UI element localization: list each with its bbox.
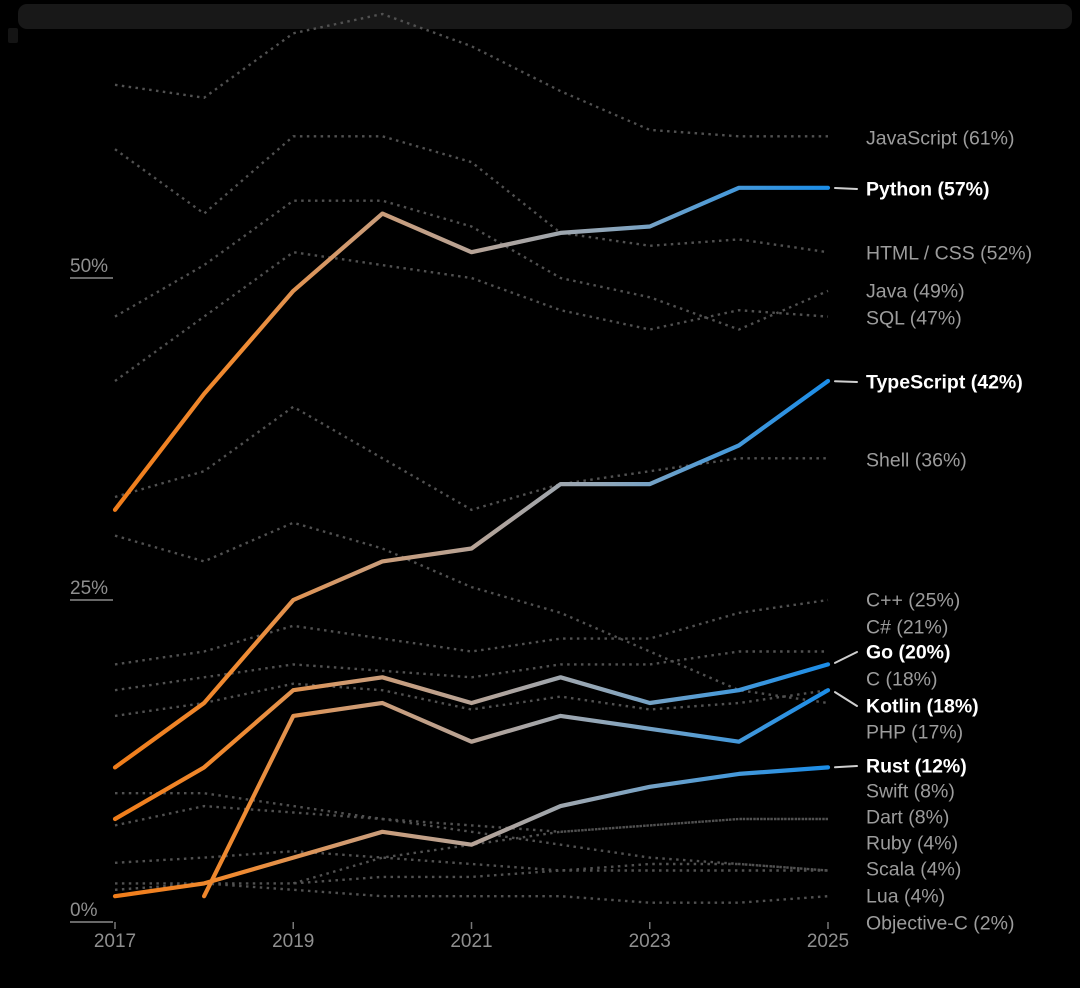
series-label-swift: Swift (8%): [866, 781, 955, 803]
y-axis-label-0: 0%: [70, 900, 98, 921]
x-axis-label-2021: 2021: [450, 931, 492, 952]
background-series-group: [114, 12, 829, 904]
series-label-dart: Dart (8%): [866, 807, 949, 829]
series-label-lua: Lua (4%): [866, 886, 945, 908]
series-label-javascript: JavaScript (61%): [866, 128, 1014, 150]
series-line-lua: [114, 862, 829, 891]
series-line-python: [112, 185, 831, 512]
series-label-typescript: TypeScript (42%): [866, 372, 1023, 394]
series-label-scala: Scala (4%): [866, 859, 961, 881]
x-axis-label-2017: 2017: [94, 931, 136, 952]
series-line-dart: [292, 817, 828, 885]
series-label-objective-c: Objective-C (2%): [866, 913, 1014, 935]
series-line-c: [114, 598, 829, 666]
series-label-ruby: Ruby (4%): [866, 833, 958, 855]
label-connector-go: [834, 651, 858, 664]
series-label-go: Go (20%): [866, 642, 951, 664]
x-axis-label-2023: 2023: [629, 931, 671, 952]
series-label-python: Python (57%): [866, 179, 990, 201]
series-line-kotlin: [202, 688, 831, 899]
series-label-c: C++ (25%): [866, 590, 960, 612]
series-line-objective-c: [115, 882, 829, 904]
series-label-shell: Shell (36%): [866, 450, 967, 472]
x-axis-label-2019: 2019: [272, 931, 314, 952]
series-line-rust: [112, 765, 831, 899]
series-label-kotlin: Kotlin (18%): [866, 696, 979, 718]
highlighted-series-group: [112, 185, 831, 899]
label-connector-kotlin: [834, 691, 858, 707]
series-line-shell: [114, 405, 828, 512]
series-label-html-css: HTML / CSS (52%): [866, 243, 1032, 265]
series-labels-group: JavaScript (61%) HTML / CSS (52%) Java (49…: [866, 128, 1032, 935]
series-label-rust: Rust (12%): [866, 756, 967, 778]
series-line-typescript: [112, 378, 831, 770]
window-edge-fragment: [8, 28, 18, 43]
series-line-sql: [114, 250, 829, 382]
series-line-ruby: [115, 792, 829, 872]
series-line-scala: [114, 849, 828, 872]
series-line-java: [114, 199, 829, 331]
axes-group: 0% 25% 50% 2017 2019 2021 2023 2025: [70, 256, 849, 952]
series-label-c: C (18%): [866, 669, 938, 691]
label-connectors-group: [834, 187, 858, 769]
series-label-php: PHP (17%): [866, 722, 963, 744]
label-connector-python: [834, 187, 858, 190]
series-line-c: [114, 682, 829, 718]
series-line-php: [114, 521, 829, 705]
y-axis-label-50: 50%: [70, 256, 108, 277]
x-axis-label-2025: 2025: [807, 931, 849, 952]
series-line-go: [112, 662, 831, 822]
series-label-java: Java (49%): [866, 281, 965, 303]
window-titlebar: [18, 4, 1072, 29]
series-line-swift: [114, 804, 828, 834]
series-label-sql: SQL (47%): [866, 308, 962, 330]
y-axis-label-25: 25%: [70, 578, 108, 599]
label-connector-typescript: [834, 380, 858, 383]
series-line-c: [114, 650, 828, 692]
label-connector-rust: [834, 765, 858, 769]
series-label-c: C# (21%): [866, 617, 948, 639]
series-line-javascript: [114, 12, 828, 138]
